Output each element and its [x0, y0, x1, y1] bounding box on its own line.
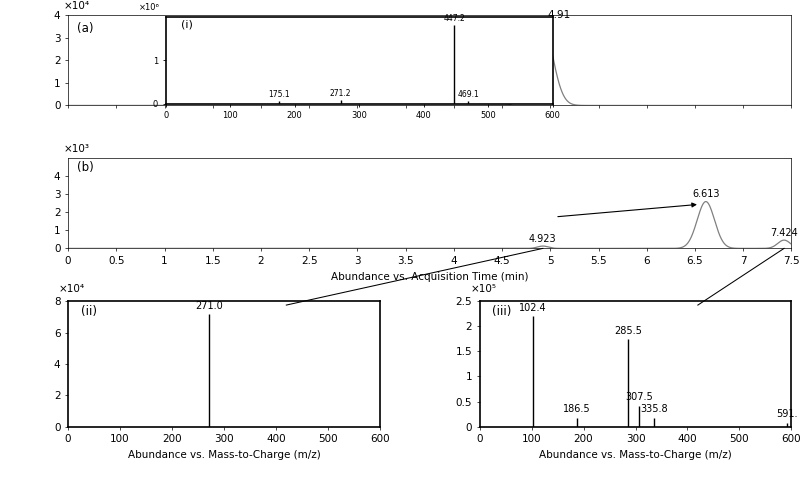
X-axis label: Abundance vs. Acquisition Time (min): Abundance vs. Acquisition Time (min): [331, 271, 529, 281]
Text: (a): (a): [77, 22, 93, 35]
Text: (b): (b): [77, 161, 94, 174]
Text: 6.613: 6.613: [692, 189, 719, 200]
Text: 307.5: 307.5: [626, 392, 654, 402]
Text: ×10⁵: ×10⁵: [470, 284, 497, 294]
Text: ×10⁴: ×10⁴: [58, 284, 85, 294]
Text: ×10⁴: ×10⁴: [64, 1, 90, 11]
Text: 591.: 591.: [776, 409, 798, 419]
Text: 4.91: 4.91: [547, 10, 570, 20]
Text: (iii): (iii): [492, 305, 512, 318]
X-axis label: Abundance vs. Mass-to-Charge (m/z): Abundance vs. Mass-to-Charge (m/z): [127, 450, 320, 460]
Text: 186.5: 186.5: [563, 404, 590, 415]
Text: ×10³: ×10³: [64, 144, 90, 154]
Text: 4.923: 4.923: [529, 234, 557, 244]
Text: 102.4: 102.4: [519, 303, 546, 313]
Text: 335.8: 335.8: [640, 404, 668, 415]
Text: (ii): (ii): [81, 305, 97, 318]
Text: 285.5: 285.5: [614, 326, 642, 336]
X-axis label: Abundance vs. Mass-to-Charge (m/z): Abundance vs. Mass-to-Charge (m/z): [539, 450, 732, 460]
Text: 271.0: 271.0: [195, 301, 223, 311]
Text: 7.424: 7.424: [771, 228, 798, 238]
